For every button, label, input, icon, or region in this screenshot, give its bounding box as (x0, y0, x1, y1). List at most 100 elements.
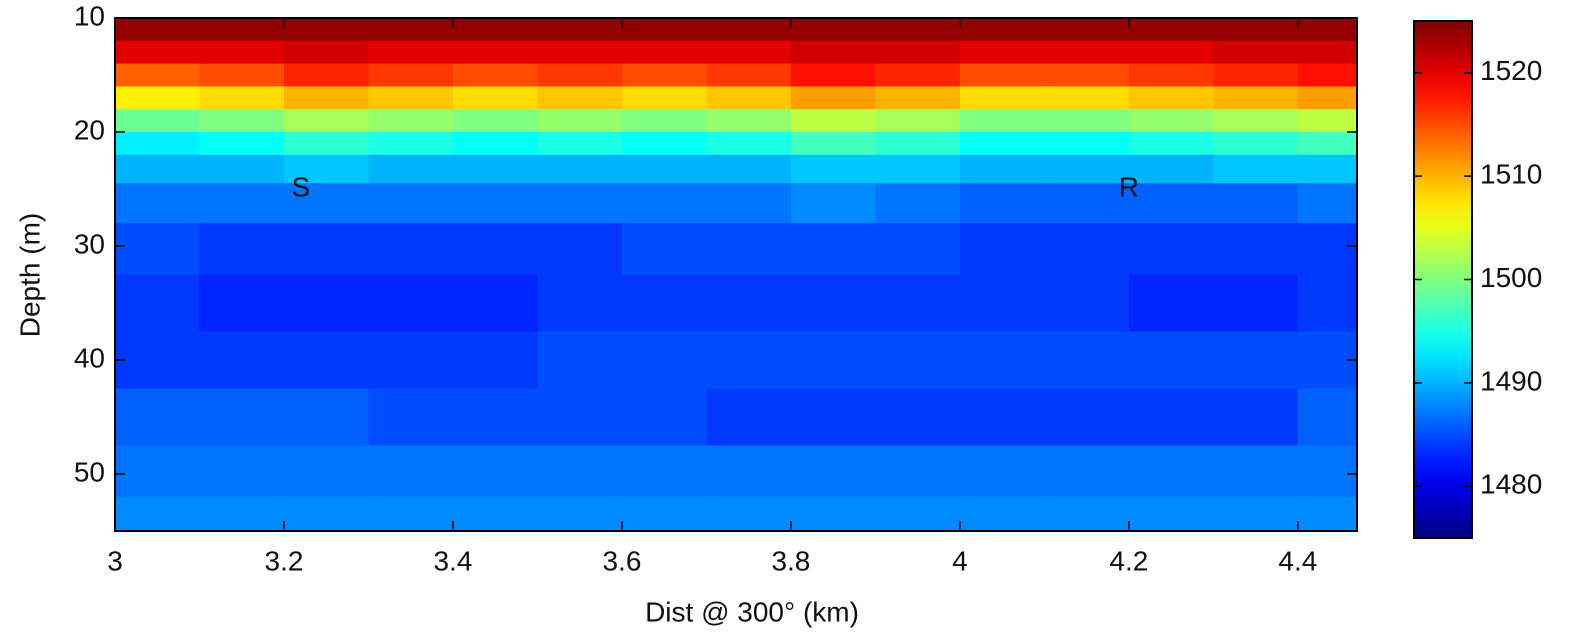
heatmap-cell (875, 132, 961, 156)
heatmap-cell (537, 63, 623, 87)
heatmap-cell (1297, 496, 1357, 531)
heatmap-cell (115, 496, 201, 531)
annotation: S (292, 171, 311, 202)
heatmap-cell (1297, 154, 1357, 184)
heatmap-cell (875, 388, 961, 447)
heatmap-cell (1297, 388, 1357, 447)
heatmap-cell (537, 274, 623, 333)
heatmap-cell (283, 496, 370, 531)
heatmap-cell (537, 445, 623, 498)
heatmap-cell (537, 132, 623, 156)
heatmap-cell (537, 86, 623, 110)
heatmap-cell (368, 86, 454, 110)
x-tick-label: 3.6 (602, 545, 641, 576)
heatmap-cell (115, 86, 201, 110)
heatmap-cell (790, 274, 877, 333)
heatmap-cell (452, 331, 539, 390)
heatmap-cell (621, 388, 708, 447)
heatmap-cell (452, 18, 539, 42)
heatmap-cell (621, 109, 708, 133)
heatmap-cell (1297, 274, 1357, 333)
heatmap-cell (959, 331, 1045, 390)
heatmap-cell (368, 496, 454, 531)
heatmap-cell (115, 132, 201, 156)
heatmap-cell (1128, 183, 1214, 224)
heatmap-cell (199, 183, 285, 224)
heatmap-cell (368, 132, 454, 156)
x-tick-label: 4.4 (1278, 545, 1317, 576)
heatmap-cell (706, 274, 792, 333)
heatmap-cell (1128, 274, 1214, 333)
heatmap-cell (706, 183, 792, 224)
y-tick-label: 40 (74, 342, 105, 373)
heatmap-cell (875, 109, 961, 133)
heatmap-cell (199, 18, 285, 42)
heatmap-cell (115, 445, 201, 498)
heatmap-cell (1044, 223, 1130, 276)
heatmap-cell (1297, 86, 1357, 110)
y-tick-label: 30 (74, 228, 105, 259)
heatmap-cell (706, 388, 792, 447)
heatmap-cell (1044, 274, 1130, 333)
heatmap-cell (537, 109, 623, 133)
heatmap-cell (452, 496, 539, 531)
heatmap-cell (621, 86, 708, 110)
heatmap-cell (1044, 331, 1130, 390)
heatmap-cell (959, 183, 1045, 224)
heatmap-cell (621, 154, 708, 184)
heatmap-cell (283, 445, 370, 498)
heatmap-cell (1213, 132, 1299, 156)
heatmap-cell (452, 154, 539, 184)
heatmap-cell (452, 132, 539, 156)
heatmap-cell (115, 154, 201, 184)
heatmap-cell (283, 388, 370, 447)
heatmap-cell (199, 274, 285, 333)
heatmap-cell (959, 18, 1045, 42)
x-tick-label: 4 (952, 545, 968, 576)
heatmap-cell (115, 388, 201, 447)
heatmap-cell (1213, 40, 1299, 65)
heatmap-cell (368, 223, 454, 276)
heatmap-cell (790, 86, 877, 110)
heatmap-cell (790, 445, 877, 498)
heatmap-cell (1128, 445, 1214, 498)
heatmap-cell (790, 132, 877, 156)
heatmap-cell (1044, 496, 1130, 531)
heatmap-cell (537, 154, 623, 184)
heatmap-cell (368, 331, 454, 390)
heatmap-cell (1044, 109, 1130, 133)
heatmap-cell (452, 183, 539, 224)
heatmap-cell (368, 183, 454, 224)
heatmap-cell (115, 63, 201, 87)
y-tick-label: 20 (74, 114, 105, 145)
y-tick-label: 50 (74, 456, 105, 487)
heatmap-cell (1213, 445, 1299, 498)
heatmap-cell (199, 86, 285, 110)
heatmap-cell (621, 331, 708, 390)
heatmap-cell (115, 331, 201, 390)
heatmap-cell (199, 223, 285, 276)
heatmap-cell (959, 40, 1045, 65)
heatmap-cell (959, 154, 1045, 184)
heatmap-cell (621, 132, 708, 156)
heatmap-cell (875, 18, 961, 42)
heatmap-cell (537, 388, 623, 447)
colorbar-tick-label: 1510 (1480, 158, 1542, 189)
heatmap-cell (1044, 63, 1130, 87)
heatmap-cell (1297, 183, 1357, 224)
heatmap-cell (1128, 18, 1214, 42)
heatmap-cell (368, 40, 454, 65)
heatmap-cell (959, 109, 1045, 133)
heatmap-cell (199, 63, 285, 87)
heatmap-cell (368, 63, 454, 87)
x-axis-label: Dist @ 300° (km) (645, 596, 859, 627)
heatmap (115, 18, 1357, 531)
heatmap-cell (537, 183, 623, 224)
heatmap-cell (706, 154, 792, 184)
heatmap-cell (1213, 496, 1299, 531)
heatmap-cell (115, 109, 201, 133)
heatmap-cell (959, 132, 1045, 156)
heatmap-cell (790, 183, 877, 224)
heatmap-cell (1213, 154, 1299, 184)
heatmap-cell (1044, 445, 1130, 498)
